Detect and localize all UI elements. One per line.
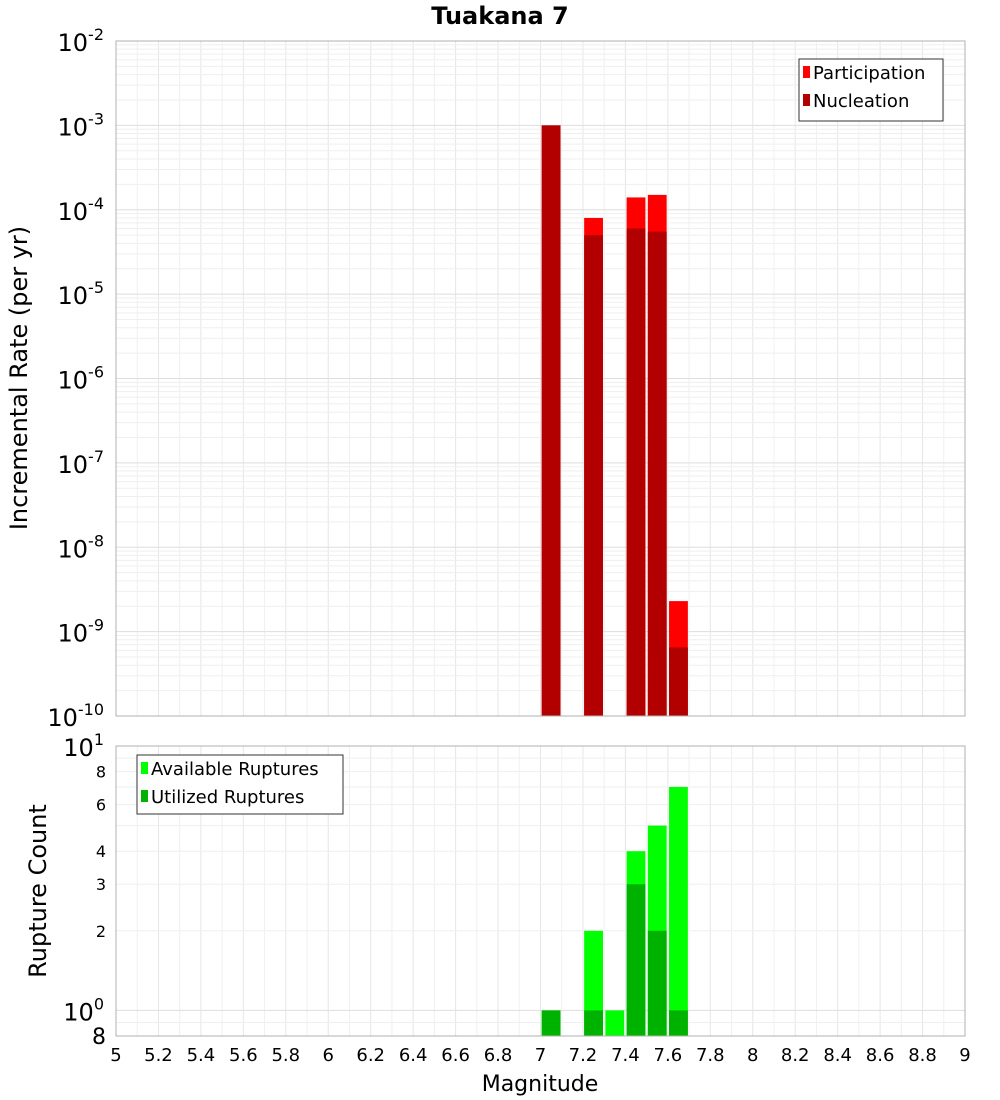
legend-swatch [141,762,148,774]
y-tick-label: 10-10 [47,700,104,732]
x-tick-label: 5 [110,1045,121,1066]
y-tick-label-minor: 4 [96,842,106,861]
y-tick-label-minor: 2 [96,922,106,941]
x-tick-label: 7.6 [654,1045,683,1066]
x-tick-label: 8.4 [823,1045,852,1066]
legend: Participation Nucleation [798,58,944,122]
legend-swatch [803,94,810,106]
x-tick-label: 8.8 [908,1045,937,1066]
top-y-axis-label: Incremental Rate (per yr) [5,226,33,530]
bar-nucleation [584,235,603,716]
legend-swatch [803,66,810,78]
bar-utilized-ruptures [584,1010,603,1036]
y-tick-label: 10-8 [58,531,105,563]
bar-nucleation [669,647,688,716]
x-axis-label: Magnitude [482,1072,599,1097]
y-tick-label: 10-5 [58,278,105,310]
x-tick-label: 6.8 [484,1045,513,1066]
y-tick-label: 10-4 [58,194,105,226]
legend-label: Utilized Ruptures [151,787,304,808]
y-tick-label-minor: 6 [96,796,106,815]
legend-box [136,754,344,815]
x-tick-label: 6 [323,1045,334,1066]
x-tick-label: 9 [959,1045,970,1066]
chart-title: Tuakana 7 [431,2,569,30]
y-tick-label: 10-6 [58,363,105,395]
bars [541,125,688,717]
y-tick-label-minor: 8 [92,1025,106,1050]
x-ticks: 5 5.2 5.4 5.6 5.8 6 6.2 6.4 6.6 6.8 7 7.2 7.4 7.6 7.8 8… [110,1045,970,1066]
plot-border [115,40,966,717]
legend-label: Participation [813,63,925,84]
x-tick-label: 5.2 [144,1045,173,1066]
x-tick-label: 6.2 [356,1045,385,1066]
y-tick-label-minor: 3 [96,875,106,894]
legend: Available Ruptures Utilized Ruptures [136,754,344,815]
grid [115,41,966,717]
x-tick-label: 7.8 [696,1045,725,1066]
x-tick-label: 7 [535,1045,546,1066]
x-tick-label: 5.4 [187,1045,216,1066]
y-ticks: 10-10 10-9 10-8 10-7 10-6 10-5 10-4 10-3 10-2 [47,25,104,732]
y-tick-label: 10-3 [58,109,105,141]
bar-available-ruptures [669,786,688,1036]
bar-utilized-ruptures [647,930,667,1036]
x-tick-label: 8.2 [781,1045,810,1066]
legend-label: Available Ruptures [151,759,319,780]
x-tick-label: 7.2 [569,1045,598,1066]
x-tick-label: 5.6 [229,1045,258,1066]
bar-nucleation [647,231,667,716]
legend-label: Nucleation [813,91,909,112]
bar-nucleation [541,125,561,716]
bar-utilized-ruptures [669,1010,688,1036]
legend-swatch [141,790,148,802]
bar-utilized-ruptures [541,1010,561,1036]
bar-nucleation [626,228,646,716]
bars [541,786,688,1036]
bar-utilized-ruptures [626,884,646,1036]
x-tick-label: 7.4 [611,1045,640,1066]
incremental-rate-panel: 10-10 10-9 10-8 10-7 10-6 10-5 10-4 10-3 10-2 Par… [47,25,966,732]
x-tick-label: 6.6 [441,1045,470,1066]
x-tick-label: 8.6 [866,1045,895,1066]
x-tick-label: 8 [747,1045,758,1066]
y-tick-label: 10-7 [58,447,105,479]
bar-available-ruptures [584,930,603,1036]
x-tick-label: 6.4 [399,1045,428,1066]
legend-box [798,58,944,122]
y-tick-label-minor: 8 [96,763,106,782]
y-tick-label: 10-2 [58,25,105,57]
y-tick-label: 10-9 [58,616,105,648]
plot-border [115,745,966,1037]
x-tick-label: 5.8 [271,1045,300,1066]
y-tick-label-major: 100 [63,994,104,1026]
bar-available-ruptures [605,1010,625,1036]
bottom-y-axis-label: Rupture Count [24,804,52,978]
y-tick-label-major: 101 [63,730,104,762]
